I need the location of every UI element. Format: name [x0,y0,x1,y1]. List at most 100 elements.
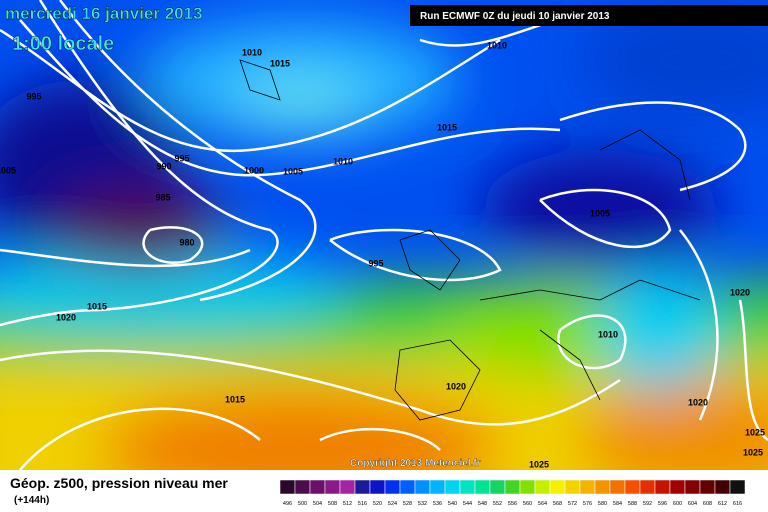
isobar-label: 995 [26,91,41,101]
copyright: Copyright 2013 Meteociel.fr [350,458,481,469]
colorbar-swatch [624,479,641,495]
isobar-labels: 1010 1015 995 1010 1015 1005 995 990 100… [0,40,765,469]
colorbar-swatch [294,479,311,495]
isobar-label: 995 [368,258,383,268]
isobar-label: 990 [156,161,171,171]
colorbar-label: 548 [478,501,487,507]
colorbar-swatch [369,479,386,495]
colorbar-label: 496 [283,501,292,507]
colorbar-swatch [669,479,686,495]
legend-lead: (+144h) [14,495,49,506]
isobar-label: 995 [174,153,189,163]
isobar-label: 1015 [87,301,107,311]
isobar-label: 980 [179,237,194,247]
colorbar-label: 552 [493,501,502,507]
colorbar-label: 596 [658,501,667,507]
colorbar-label: 516 [358,501,367,507]
isobar-label: 1005 [590,208,610,218]
colorbar-label: 616 [733,501,742,507]
coastlines [239,59,701,421]
colorbar-swatch [354,479,371,495]
colorbar-swatch [654,479,671,495]
isobar-label: 1005 [0,165,16,175]
isobar-label: 1005 [283,166,303,176]
colorbar-label: 608 [703,501,712,507]
colorbar-swatch [609,479,626,495]
colorbar-label: 572 [568,501,577,507]
isobar-label: 1015 [225,394,245,404]
colorbar-label: 544 [463,501,472,507]
colorbar-swatch [699,479,716,495]
colorbar-label: 564 [538,501,547,507]
colorbar-swatch [384,479,401,495]
colorbar-label: 512 [343,501,352,507]
colorbar-label: 612 [718,501,727,507]
isobar-label: 1020 [56,312,76,322]
colorbar-label: 520 [373,501,382,507]
legend-title: Géop. z500, pression niveau mer [10,475,228,491]
isobar-label: 1020 [446,381,466,391]
colorbar-swatch [414,479,431,495]
colorbar-label: 588 [628,501,637,507]
colorbar: 496 500 504 508 512 516 520 524 528 532 536 540 544 5… [279,479,746,507]
run-box [410,5,768,26]
isobar-label: 1025 [529,459,549,469]
colorbar-label: 532 [418,501,427,507]
colorbar-swatch [729,479,746,495]
colorbar-label: 584 [613,501,622,507]
colorbar-label: 524 [388,501,397,507]
colorbar-swatch [489,479,506,495]
isobar-label: 1010 [333,156,353,166]
isobar-label: 1010 [598,329,618,339]
isobar-label: 1015 [270,58,290,68]
colorbar-label: 508 [328,501,337,507]
colorbar-swatch [429,479,446,495]
colorbar-swatch [474,479,491,495]
colorbar-label: 600 [673,501,682,507]
colorbar-swatch [534,479,551,495]
colorbar-label: 604 [688,501,697,507]
colorbar-swatch [564,479,581,495]
run-info: Run ECMWF 0Z du jeudi 10 janvier 2013 [420,11,610,22]
isobar-label: 1020 [688,397,708,407]
isobar-label: 1025 [745,427,765,437]
colorbar-swatch [339,479,356,495]
colorbar-label: 560 [523,501,532,507]
time-title: 1:00 locale [12,33,114,55]
colorbar-swatch [279,479,296,495]
colorbar-label: 592 [643,501,652,507]
colorbar-label: 568 [553,501,562,507]
colorbar-swatch [549,479,566,495]
colorbar-label: 556 [508,501,517,507]
isobar-label: 1020 [730,287,750,297]
isobar-label: 1010 [487,40,507,50]
colorbar-swatch [684,479,701,495]
colorbar-swatch [444,479,461,495]
colorbar-swatch [579,479,596,495]
isobar-label: 1010 [242,47,262,57]
colorbar-label: 576 [583,501,592,507]
colorbar-label: 580 [598,501,607,507]
colorbar-swatch [399,479,416,495]
colorbar-label: 504 [313,501,322,507]
isobar-label: 1015 [437,122,457,132]
colorbar-label: 528 [403,501,412,507]
colorbar-swatch [639,479,656,495]
isobar-lines [0,0,768,470]
colorbar-swatch [714,479,731,495]
colorbar-swatch [504,479,521,495]
isobar-label: 1025 [743,447,763,457]
colorbar-swatch [519,479,536,495]
colorbar-swatch [309,479,326,495]
isobar-label: 985 [155,192,170,202]
colorbar-label: 536 [433,501,442,507]
isobar-label: 1000 [244,165,264,175]
colorbar-swatch [324,479,341,495]
colorbar-label: 500 [298,501,307,507]
colorbar-label: 540 [448,501,457,507]
colorbar-swatch [459,479,476,495]
colorbar-swatch [594,479,611,495]
date-title: mercredi 16 janvier 2013 [5,4,203,23]
